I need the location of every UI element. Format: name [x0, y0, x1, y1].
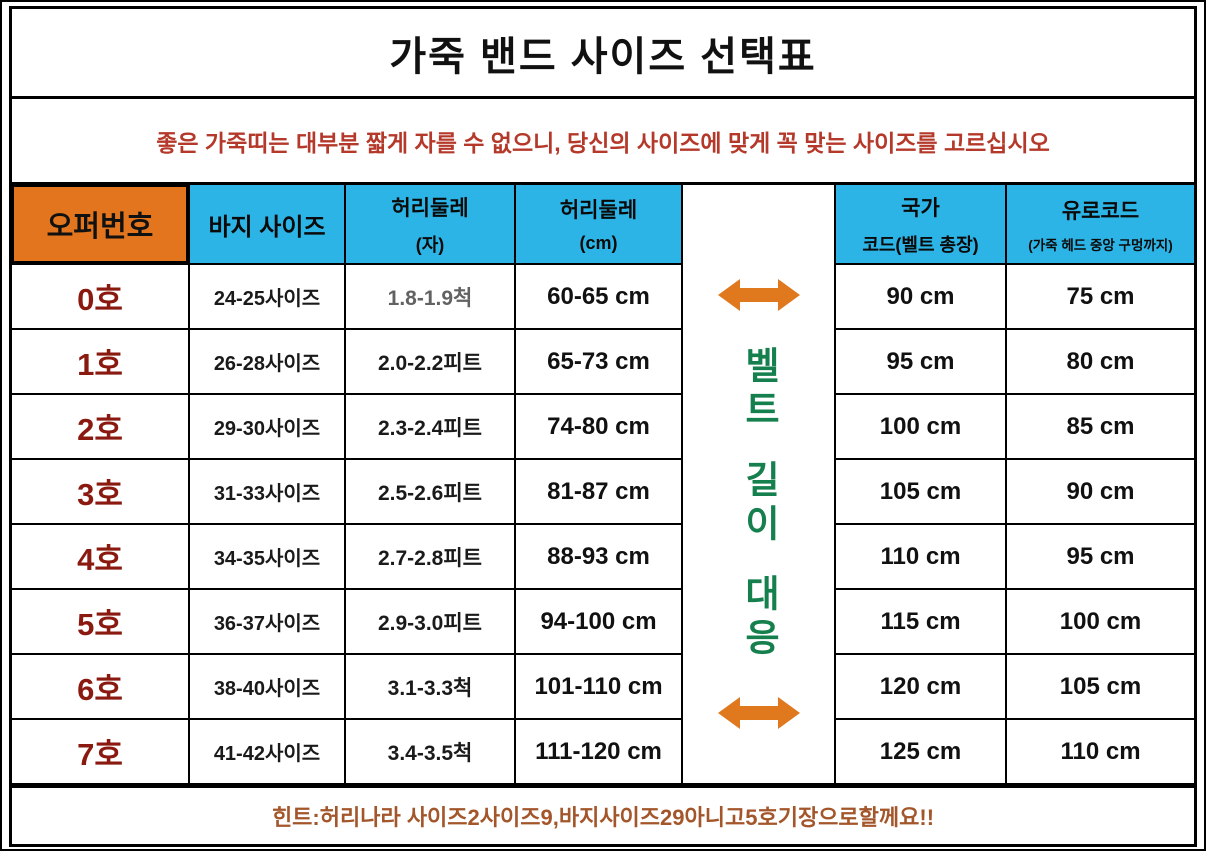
belt-word-3: 대응: [738, 574, 780, 662]
table-row-0-pants: 24-25사이즈: [190, 265, 346, 330]
table-row-6-waist-ja: 3.1-3.3척: [346, 655, 516, 720]
table-row-7-waist-cm: 111-120 cm: [516, 720, 683, 785]
table-row-1-country: 95 cm: [836, 330, 1007, 395]
table-row-1-waist-cm: 65-73 cm: [516, 330, 683, 395]
table-row-6-waist-cm: 101-110 cm: [516, 655, 683, 720]
belt-length-column: 벨트 길이 대응: [683, 185, 836, 785]
table-row-4-pants: 34-35사이즈: [190, 525, 346, 590]
table-row-2-pants: 29-30사이즈: [190, 395, 346, 460]
table-row-3-pants: 31-33사이즈: [190, 460, 346, 525]
header-order-no: 오퍼번호: [12, 185, 190, 265]
table-row-3-order-no: 3호: [12, 460, 190, 525]
table-row-7-country: 125 cm: [836, 720, 1007, 785]
table-row-2-waist-ja: 2.3-2.4피트: [346, 395, 516, 460]
subtitle-text: 좋은 가죽띠는 대부분 짧게 자를 수 없으니, 당신의 사이즈에 맞게 꼭 맞…: [156, 129, 1050, 156]
header-pants-size-label: 바지 사이즈: [208, 213, 326, 241]
table-row-5-pants: 36-37사이즈: [190, 590, 346, 655]
table-row-5-country: 115 cm: [836, 590, 1007, 655]
table-row-0-country: 90 cm: [836, 265, 1007, 330]
header-waist-ja-line1: 허리둘레: [391, 196, 469, 220]
header-euro-line1: 유로코드: [1061, 199, 1140, 223]
belt-word-2: 길이: [738, 460, 780, 548]
subtitle-box: 좋은 가죽띠는 대부분 짧게 자를 수 없으니, 당신의 사이즈에 맞게 꼭 맞…: [9, 99, 1197, 185]
table-row-6-country: 120 cm: [836, 655, 1007, 720]
table-row-7-order-no: 7호: [12, 720, 190, 785]
belt-word-1: 벨트: [738, 346, 780, 434]
table-row-6-order-no: 6호: [12, 655, 190, 720]
size-table: 오퍼번호 바지 사이즈 허리둘레 (자) 허리둘레 (cm) 벨트 길이 대응: [9, 185, 1197, 788]
table-row-5-waist-cm: 94-100 cm: [516, 590, 683, 655]
table-row-5-euro: 100 cm: [1007, 590, 1194, 655]
table-row-0-waist-cm: 60-65 cm: [516, 265, 683, 330]
header-waist-cm-line2: (cm): [579, 233, 618, 253]
table-row-0-waist-ja: 1.8-1.9척: [346, 265, 516, 330]
table-row-4-waist-ja: 2.7-2.8피트: [346, 525, 516, 590]
table-row-2-euro: 85 cm: [1007, 395, 1194, 460]
table-row-7-euro: 110 cm: [1007, 720, 1194, 785]
table-row-1-waist-ja: 2.0-2.2피트: [346, 330, 516, 395]
table-row-1-order-no: 1호: [12, 330, 190, 395]
page-title: 가죽 밴드 사이즈 선택표: [389, 34, 817, 79]
table-row-1-euro: 80 cm: [1007, 330, 1194, 395]
header-waist-cm: 허리둘레 (cm): [516, 185, 683, 265]
table-row-2-waist-cm: 74-80 cm: [516, 395, 683, 460]
table-row-7-waist-ja: 3.4-3.5척: [346, 720, 516, 785]
table-row-4-waist-cm: 88-93 cm: [516, 525, 683, 590]
table-row-3-waist-cm: 81-87 cm: [516, 460, 683, 525]
table-row-3-euro: 90 cm: [1007, 460, 1194, 525]
header-pants-size: 바지 사이즈: [190, 185, 346, 265]
table-row-3-country: 105 cm: [836, 460, 1007, 525]
table-row-4-order-no: 4호: [12, 525, 190, 590]
header-waist-cm-line1: 허리둘레: [559, 199, 638, 222]
table-row-3-waist-ja: 2.5-2.6피트: [346, 460, 516, 525]
table-row-0-order-no: 0호: [12, 265, 190, 330]
header-country-line1: 국가: [901, 196, 940, 220]
table-row-5-order-no: 5호: [12, 590, 190, 655]
belt-length-label: 벨트 길이 대응: [732, 346, 786, 662]
belt-length-arrow-top-icon: [717, 279, 800, 311]
header-country-code: 국가 코드(벨트 총장): [836, 185, 1007, 265]
table-row-7-pants: 41-42사이즈: [190, 720, 346, 785]
table-row-2-order-no: 2호: [12, 395, 190, 460]
table-row-6-pants: 38-40사이즈: [190, 655, 346, 720]
title-box: 가죽 밴드 사이즈 선택표: [9, 6, 1197, 99]
header-euro-code: 유로코드 (가죽 헤드 중앙 구멍까지): [1007, 185, 1194, 265]
belt-length-arrow-bottom-icon: [717, 697, 800, 729]
table-row-6-euro: 105 cm: [1007, 655, 1194, 720]
table-row-2-country: 100 cm: [836, 395, 1007, 460]
hint-box: 힌트:허리나라 사이즈2사이즈9,바지사이즈29아니고5호기장으로할께요!!: [9, 788, 1197, 847]
table-row-5-waist-ja: 2.9-3.0피트: [346, 590, 516, 655]
table-row-4-country: 110 cm: [836, 525, 1007, 590]
hint-text: 힌트:허리나라 사이즈2사이즈9,바지사이즈29아니고5호기장으로할께요!!: [271, 805, 935, 830]
table-row-4-euro: 95 cm: [1007, 525, 1194, 590]
table-row-0-euro: 75 cm: [1007, 265, 1194, 330]
header-country-line2: 코드(벨트 총장): [862, 234, 979, 255]
header-waist-ja: 허리둘레 (자): [346, 185, 516, 265]
header-euro-line2: (가죽 헤드 중앙 구멍까지): [1028, 237, 1173, 253]
header-waist-ja-line2: (자): [415, 234, 445, 255]
table-row-1-pants: 26-28사이즈: [190, 330, 346, 395]
